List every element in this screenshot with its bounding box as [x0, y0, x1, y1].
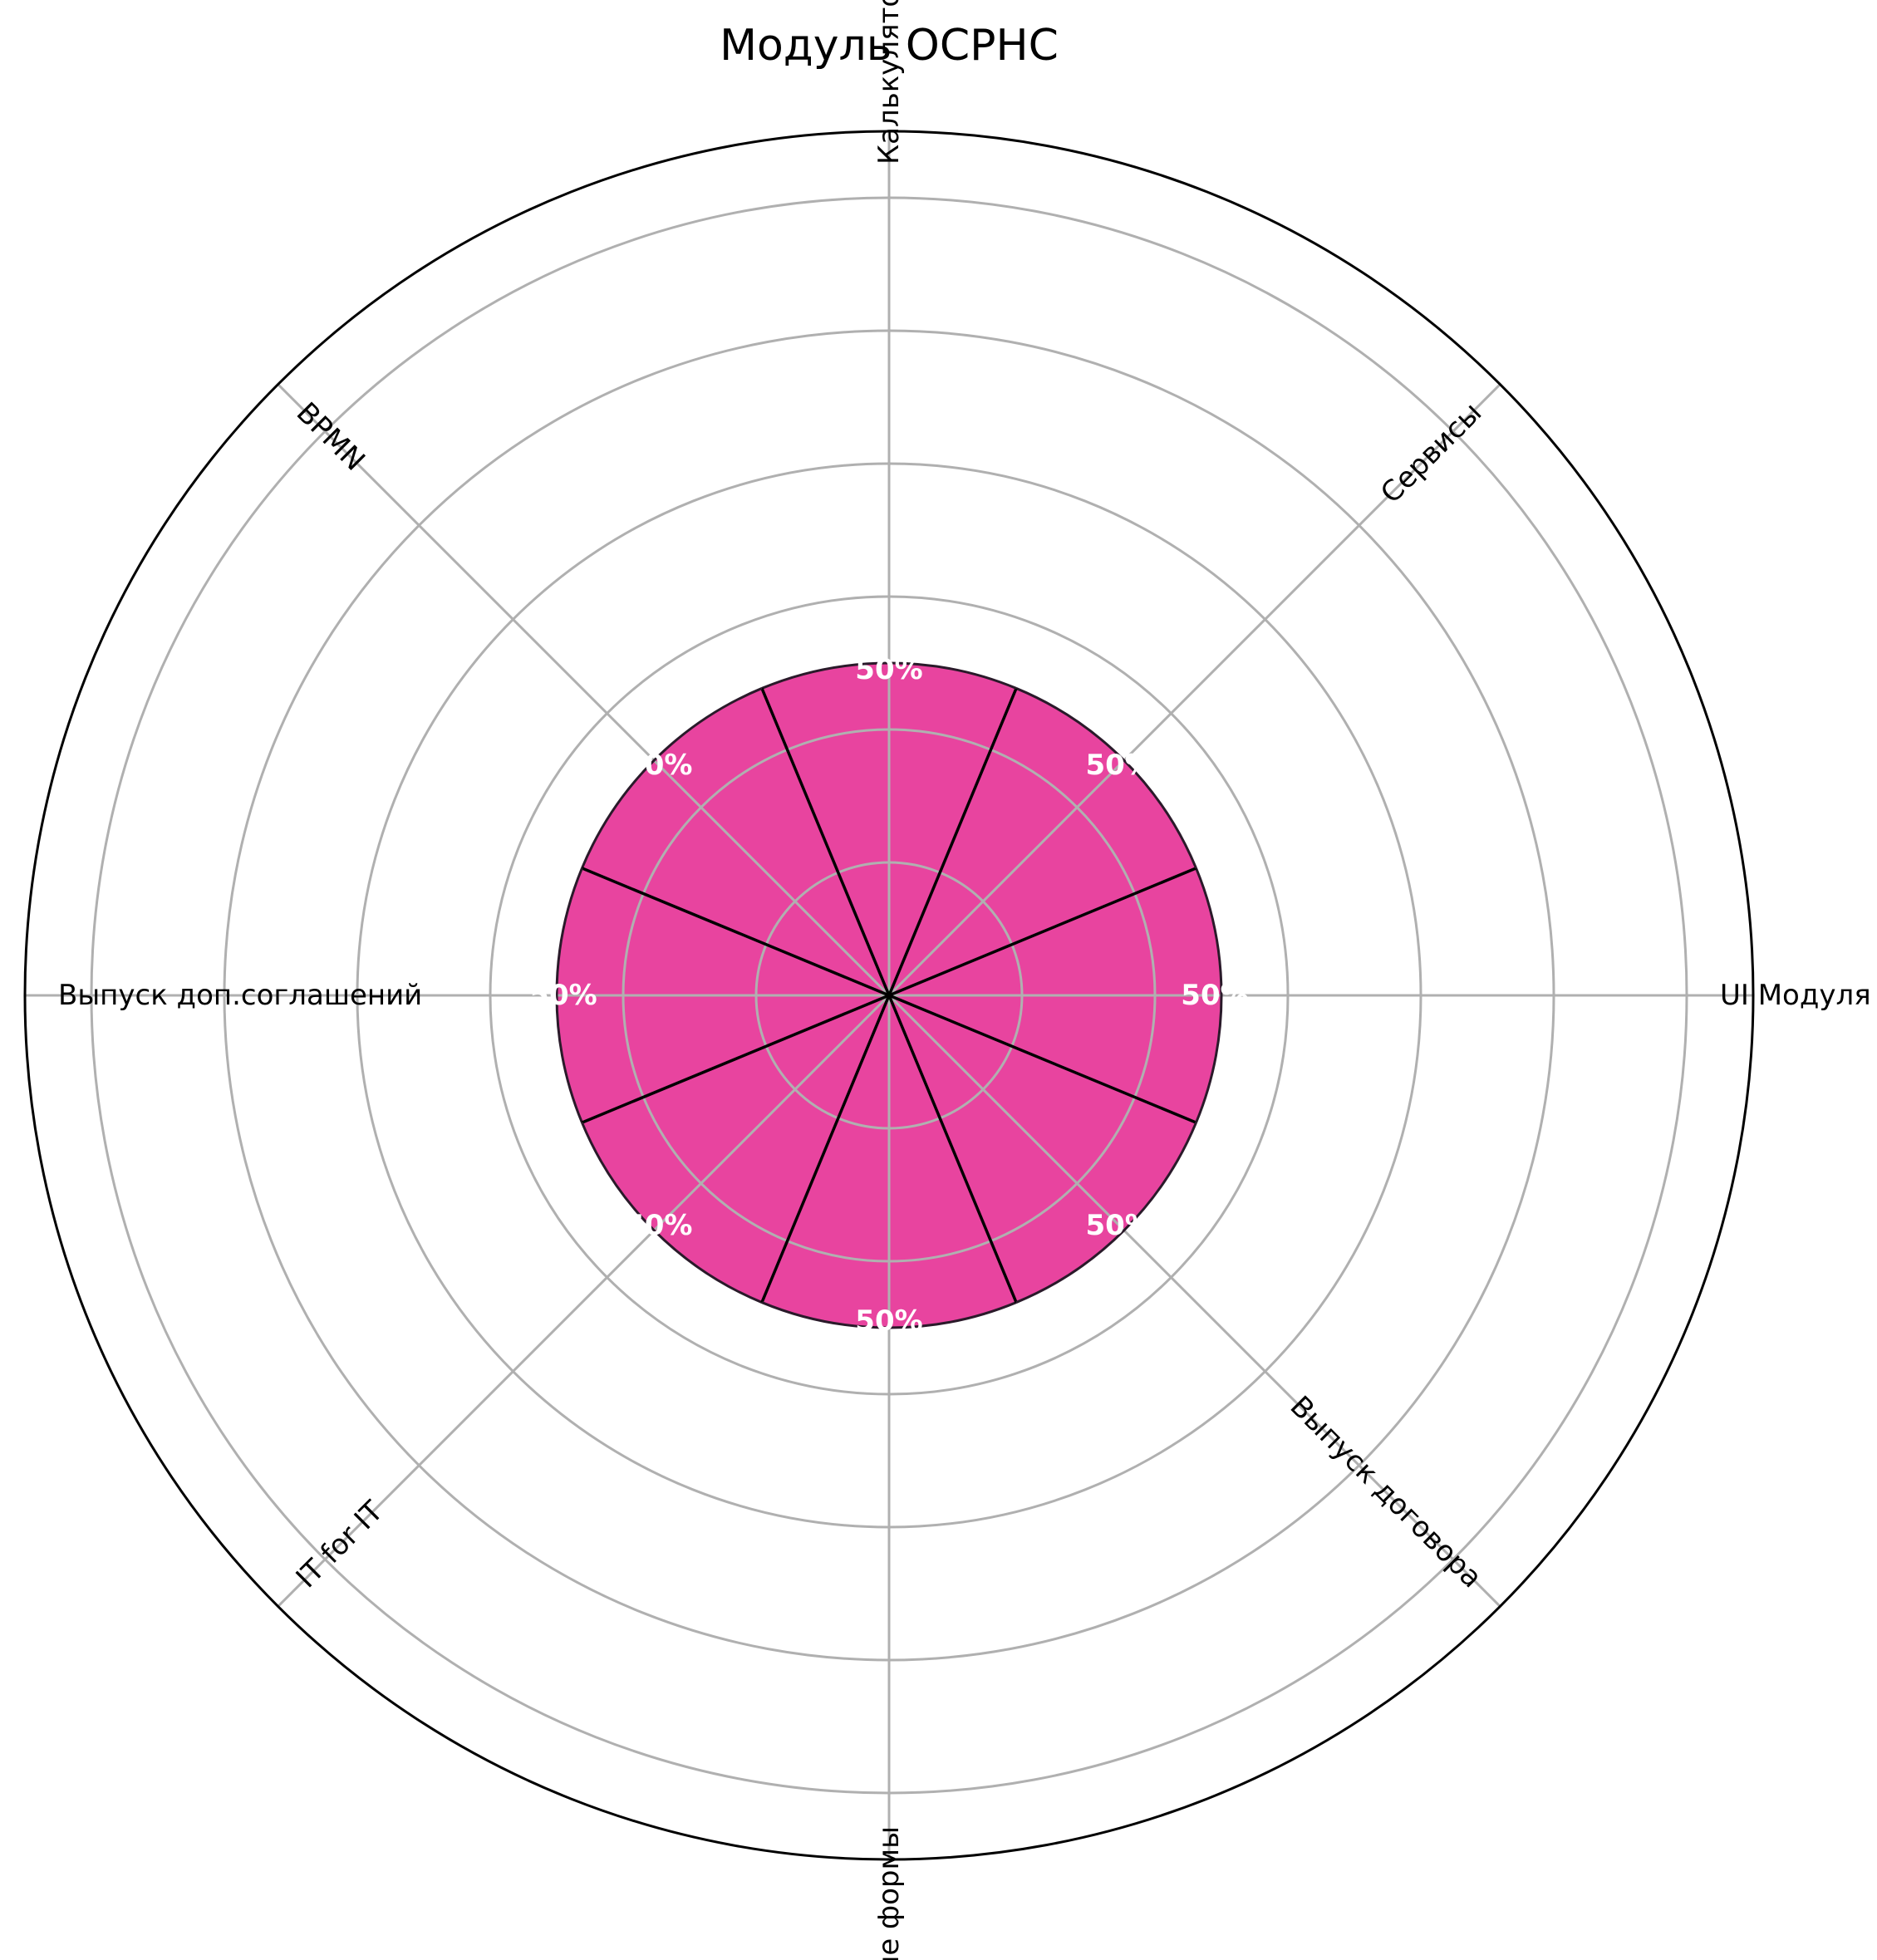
- polar-frame: [23, 130, 1755, 1861]
- category-label: Печатные формы: [872, 1826, 906, 1960]
- bar-outline-7: [1015, 1122, 1197, 1304]
- value-label: 50%: [529, 979, 597, 1012]
- value-label: 50%: [1085, 1209, 1152, 1242]
- value-labels: 50% 50% 50% 50% 50% 50% 50% 50%: [529, 653, 1248, 1338]
- category-label: BPMN: [290, 396, 371, 478]
- bar-outline-3: [581, 687, 763, 869]
- category-label: IT for IT: [290, 1495, 390, 1594]
- bar-outline-4: [555, 867, 583, 1123]
- bar-outline-2: [761, 661, 1017, 690]
- bar-edge-2: [887, 687, 1018, 996]
- grid-spoke-over: [653, 994, 891, 1231]
- outer-ring: [23, 130, 1755, 1861]
- category-label: UI Модуля: [1720, 979, 1871, 1012]
- value-label: 50%: [1181, 979, 1248, 1012]
- bar-edge-4: [581, 867, 890, 997]
- value-label: 50%: [625, 1209, 692, 1242]
- bar-edge-0: [888, 994, 1197, 1124]
- chart-title: Модуль ОСРНС: [720, 21, 1059, 71]
- bar-outline-0: [1195, 867, 1223, 1123]
- bars: [556, 663, 1221, 1328]
- value-label: 50%: [855, 653, 922, 686]
- value-label: 50%: [1085, 749, 1152, 782]
- bar-outline-1: [1015, 687, 1197, 869]
- bar-edge-3: [760, 687, 891, 996]
- value-label: 50%: [625, 749, 692, 782]
- category-label: Калькуляторы в АИС: [872, 0, 906, 165]
- bar-outline-5: [581, 1122, 763, 1304]
- grid-spoke-over: [887, 759, 1125, 997]
- bar-edge-1: [888, 867, 1197, 997]
- bar-edge-5: [581, 994, 890, 1124]
- category-label: Выпуск доп.соглашений: [58, 979, 422, 1012]
- bar-edge-7: [887, 995, 1018, 1304]
- value-label: 50%: [855, 1304, 922, 1338]
- category-label: Сервисы: [1374, 396, 1488, 510]
- bar-edge-6: [760, 995, 891, 1304]
- grid-spoke-over: [653, 759, 891, 997]
- wedge-dividers: [555, 661, 1223, 1329]
- category-label: Выпуск договора: [1284, 1390, 1489, 1595]
- grid-spoke-over: [887, 994, 1125, 1231]
- bar-outline-6: [761, 1301, 1017, 1329]
